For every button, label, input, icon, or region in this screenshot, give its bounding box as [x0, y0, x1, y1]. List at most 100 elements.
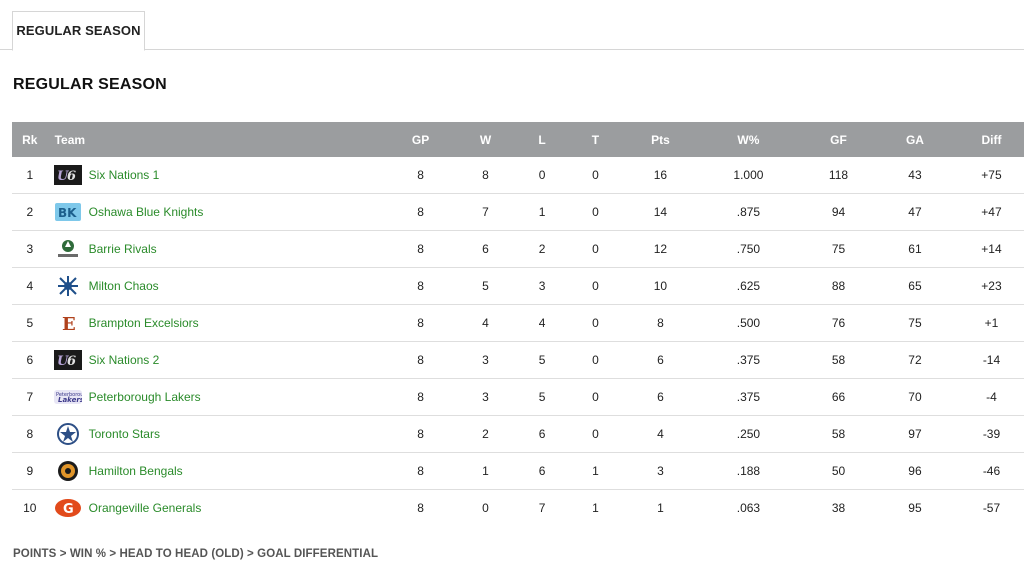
team-link[interactable]: Barrie Rivals [88, 242, 157, 257]
team-wrap: Hamilton Bengals [54, 460, 394, 482]
ties-cell: 0 [592, 242, 599, 257]
goals-against-cell: 65 [908, 279, 922, 294]
table-row: 8 Toronto Stars 8 2 6 0 4 .250 58 97 -39 [12, 415, 1024, 453]
rank-cell: 3 [26, 242, 34, 257]
column-header-gp[interactable]: GP [411, 132, 430, 147]
rank-cell: 1 [26, 168, 34, 183]
column-header-diff[interactable]: Diff [981, 132, 1002, 147]
goal-diff-cell: +1 [984, 316, 999, 330]
goals-for-cell: 76 [831, 316, 846, 330]
losses-cell: 1 [538, 205, 546, 220]
games-played-cell: 8 [417, 242, 424, 257]
games-played-cell: 8 [417, 279, 424, 294]
svg-text:E: E [62, 314, 76, 334]
goals-against-cell: 97 [908, 426, 922, 441]
team-wrap: Toronto Stars [54, 422, 394, 445]
column-header-t[interactable]: T [591, 132, 600, 147]
wins-cell: 8 [482, 168, 489, 183]
points-cell: 4 [657, 426, 664, 441]
svg-text:6: 6 [67, 169, 76, 184]
rank-cell: 7 [26, 389, 34, 404]
hamilton-bengals-logo [54, 460, 82, 482]
points-cell: 8 [657, 316, 664, 330]
tab-regular-season[interactable]: REGULAR SEASON [12, 11, 145, 51]
team-link[interactable]: Orangeville Generals [88, 500, 202, 515]
team-link[interactable]: Six Nations 2 [88, 352, 160, 367]
table-row: 2 BK Oshawa Blue Knights 8 7 1 0 14 .875 94 47 +47 [12, 194, 1024, 231]
table-row: 5 E Brampton Excelsiors 8 4 4 0 8 .500 76 75 +1 [12, 305, 1024, 342]
column-header-l[interactable]: L [538, 132, 546, 147]
team-cell: G Orangeville Generals [48, 489, 394, 526]
ties-cell: 0 [592, 389, 599, 404]
team-link[interactable]: Oshawa Blue Knights [88, 205, 204, 220]
ties-cell: 1 [592, 463, 599, 478]
wins-cell: 0 [482, 500, 489, 515]
goal-diff-cell: -14 [982, 352, 1001, 367]
column-header-pts[interactable]: Pts [651, 132, 670, 147]
svg-text:G: G [63, 502, 74, 517]
team-link[interactable]: Peterborough Lakers [88, 389, 201, 404]
rank-cell: 5 [26, 316, 34, 330]
column-header-win-pct[interactable]: W% [737, 132, 760, 147]
games-played-cell: 8 [417, 316, 424, 330]
goals-for-cell: 50 [831, 463, 846, 478]
goal-diff-cell: +47 [981, 205, 1002, 220]
orangeville-generals-logo: G [54, 497, 82, 519]
points-cell: 3 [657, 463, 664, 478]
team-cell: Barrie Rivals [48, 231, 394, 268]
goals-for-cell: 94 [831, 205, 846, 220]
win-pct-cell: .625 [736, 279, 761, 294]
team-cell: U 6 Six Nations 2 [48, 341, 394, 378]
wins-cell: 2 [482, 426, 489, 441]
win-pct-cell: .500 [736, 316, 761, 330]
goal-diff-cell: -4 [986, 389, 997, 404]
goals-against-cell: 43 [908, 168, 922, 183]
goals-for-cell: 58 [831, 426, 846, 441]
column-header-w[interactable]: W [479, 132, 492, 147]
brampton-excelsiors-logo: E [54, 312, 82, 334]
team-cell: E Brampton Excelsiors [48, 305, 394, 342]
ties-cell: 0 [592, 316, 599, 330]
barrie-rivals-logo [54, 238, 82, 260]
team-link[interactable]: Six Nations 1 [88, 168, 160, 183]
team-cell: Hamilton Bengals [48, 452, 394, 489]
points-cell: 10 [653, 279, 668, 294]
losses-cell: 5 [538, 352, 546, 367]
goals-against-cell: 95 [908, 500, 922, 515]
win-pct-cell: .750 [736, 242, 761, 257]
ties-cell: 0 [592, 426, 599, 441]
team-link[interactable]: Toronto Stars [88, 426, 160, 441]
column-header-rk[interactable]: Rk [22, 132, 38, 147]
tab-bar: REGULAR SEASON [0, 0, 1024, 51]
rank-cell: 9 [26, 463, 34, 478]
ties-cell: 0 [592, 279, 599, 294]
games-played-cell: 8 [417, 389, 424, 404]
table-row: 10 G Orangeville Generals 8 0 7 1 1 .063 38 95 -57 [12, 489, 1024, 526]
table-row: 1 U 6 Six Nations 1 8 8 0 0 16 1.000 118 43 +75 [12, 157, 1024, 194]
losses-cell: 4 [538, 316, 546, 330]
team-link[interactable]: Brampton Excelsiors [88, 316, 199, 330]
wins-cell: 4 [482, 316, 489, 330]
win-pct-cell: .250 [736, 426, 761, 441]
games-played-cell: 8 [417, 500, 424, 515]
team-wrap: U 6 Six Nations 2 [53, 349, 394, 371]
goals-against-cell: 75 [908, 316, 922, 330]
goal-diff-cell: +14 [981, 242, 1002, 257]
team-link[interactable]: Hamilton Bengals [88, 463, 183, 478]
column-header-ga[interactable]: GA [905, 132, 924, 147]
column-header-gf[interactable]: GF [830, 132, 847, 147]
team-link[interactable]: Milton Chaos [88, 279, 159, 294]
rank-cell: 4 [26, 279, 34, 294]
column-header-team[interactable]: Team [54, 132, 86, 147]
losses-cell: 2 [538, 242, 546, 257]
goals-against-cell: 47 [908, 205, 922, 220]
losses-cell: 6 [538, 463, 546, 478]
rank-cell: 10 [23, 500, 37, 515]
svg-text:Peterborough: Peterborough [56, 392, 82, 398]
milton-chaos-logo [54, 275, 82, 297]
points-cell: 16 [653, 168, 668, 183]
losses-cell: 6 [538, 426, 546, 441]
